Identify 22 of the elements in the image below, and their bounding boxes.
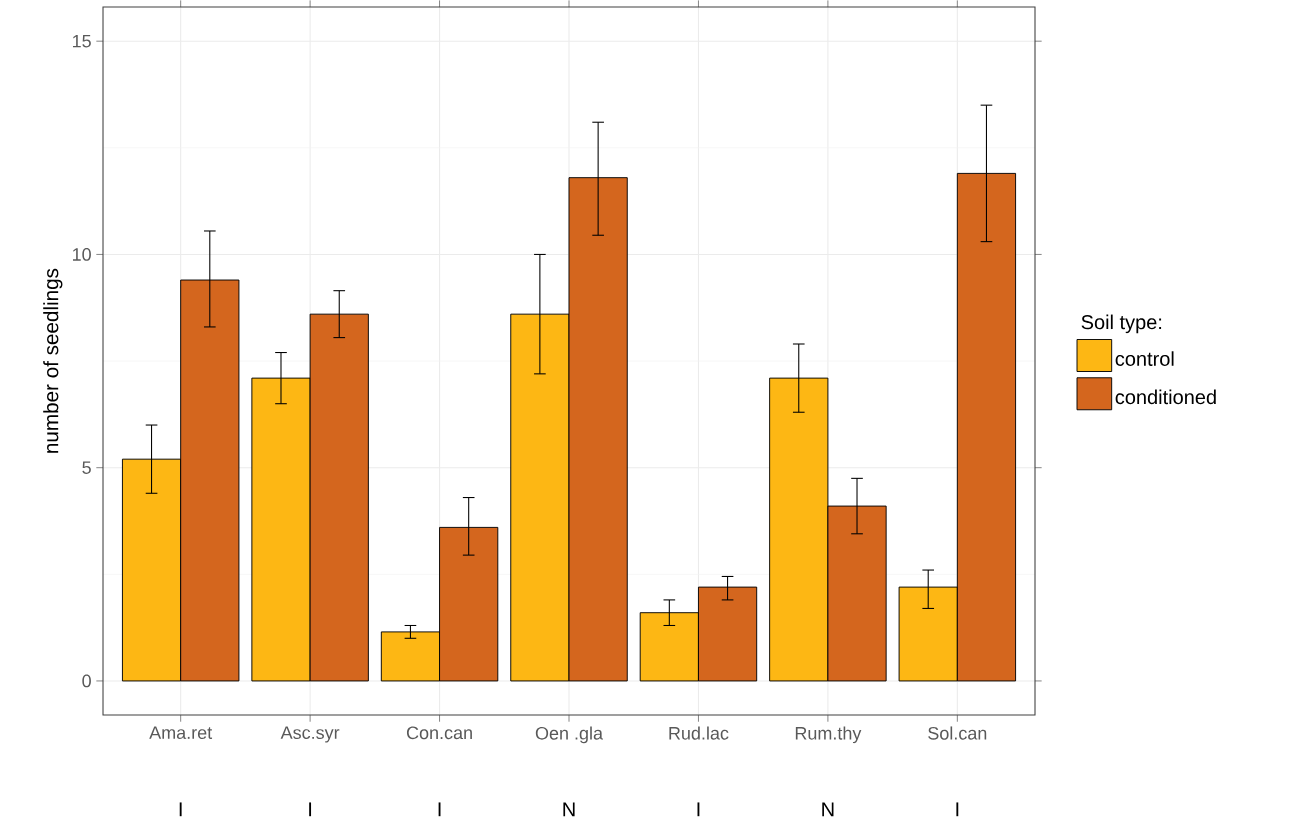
y-tick-label: 5 xyxy=(82,461,91,475)
x-tick-label: Sol.can xyxy=(928,726,987,740)
x-tick-label: Rum.thy xyxy=(795,726,862,744)
text: N xyxy=(822,802,834,817)
text: I xyxy=(438,802,441,817)
y-tick-label: 10 xyxy=(72,248,91,261)
x-tick-label: Oen .gla xyxy=(535,726,604,744)
x-tick-label: Con.can xyxy=(406,726,472,740)
legend-title: Soil type: xyxy=(1081,314,1162,334)
y-tick-label: 15 xyxy=(72,35,91,48)
legend-label: conditioned xyxy=(1115,389,1216,405)
y-tick-label: 0 xyxy=(82,674,91,688)
y-axis-title: number of seedlings xyxy=(43,268,63,453)
text: I xyxy=(179,802,182,817)
x-tick-label: Asc.syr xyxy=(280,726,340,743)
text: I xyxy=(697,802,700,817)
text: I xyxy=(309,802,312,817)
text: N xyxy=(563,802,575,817)
x-tick-label: Rud.lac xyxy=(669,726,729,740)
text: I xyxy=(956,802,959,817)
legend-label: control xyxy=(1115,351,1174,367)
x-tick-label: Ama.ret xyxy=(149,726,213,740)
